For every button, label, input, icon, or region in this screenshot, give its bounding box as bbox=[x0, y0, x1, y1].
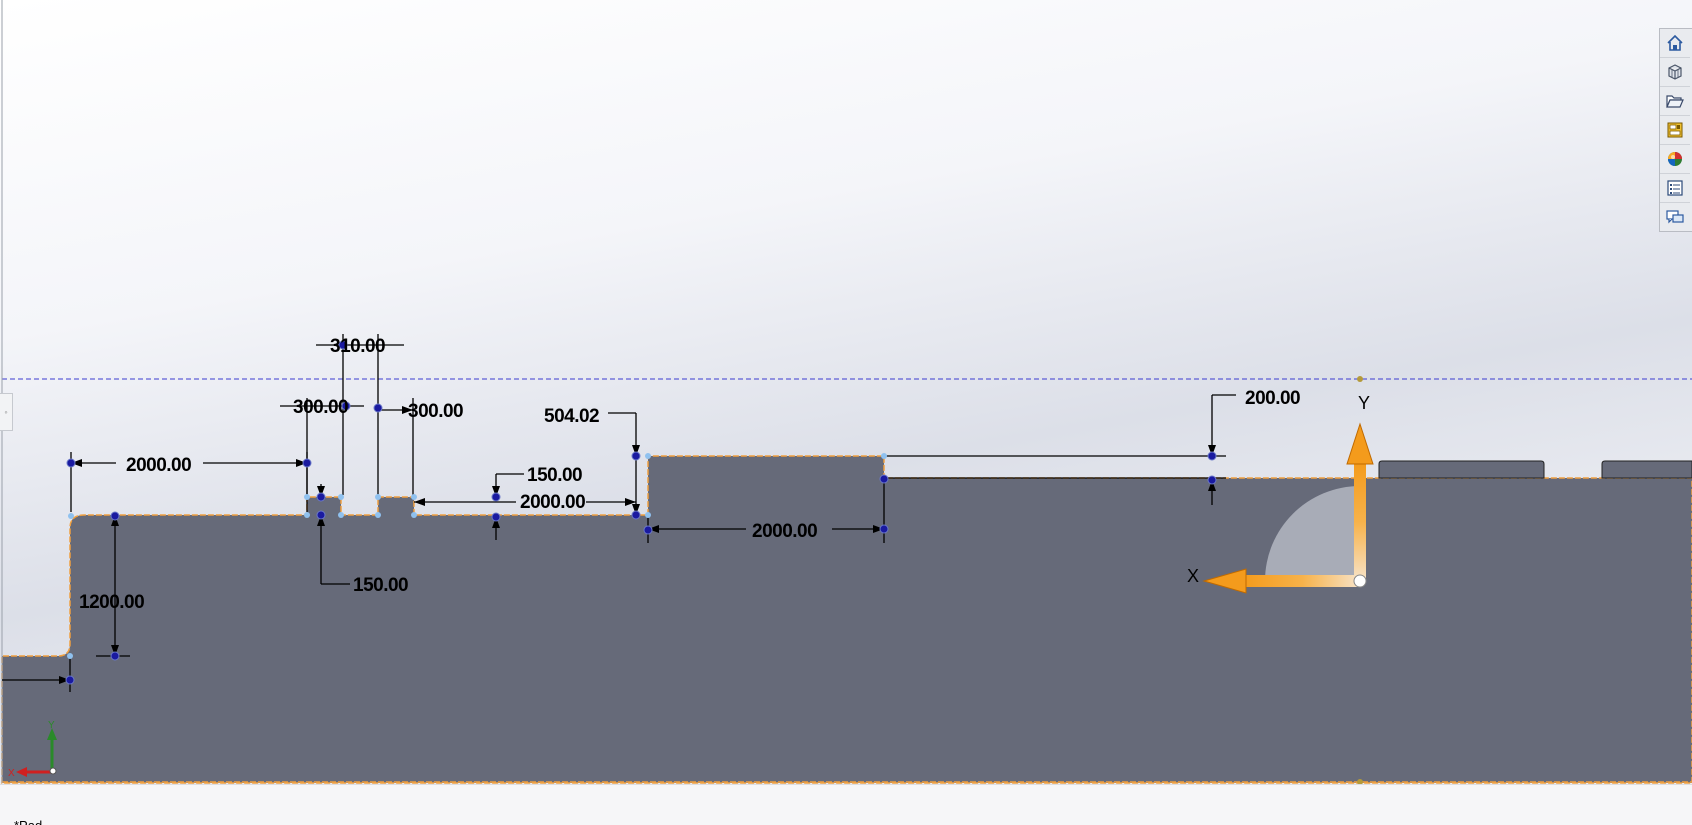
dim-310[interactable]: 310.00 bbox=[330, 336, 386, 357]
status-strip bbox=[0, 784, 1692, 825]
reference-triad: Y X bbox=[8, 720, 57, 779]
dim-1200[interactable]: 1200.00 bbox=[79, 592, 145, 613]
dim-150-a[interactable]: 150.00 bbox=[527, 465, 583, 486]
folder-open-icon[interactable] bbox=[1660, 87, 1690, 116]
dim-300-right[interactable]: 300.00 bbox=[408, 401, 464, 422]
custom-properties-icon[interactable] bbox=[1660, 174, 1690, 203]
dim-300-left[interactable]: 300.00 bbox=[293, 397, 349, 418]
origin-triad[interactable]: Y X bbox=[1187, 393, 1374, 594]
dim-200[interactable]: 200.00 bbox=[1245, 388, 1301, 409]
mini-triad-x-label: X bbox=[8, 768, 15, 779]
forum-chat-icon[interactable] bbox=[1660, 203, 1690, 231]
dim-2000-right[interactable]: 2000.00 bbox=[752, 521, 818, 542]
triad-y-label: Y bbox=[1358, 393, 1370, 413]
dim-504[interactable]: 504.02 bbox=[544, 406, 600, 427]
task-pane-tabs bbox=[1659, 28, 1692, 232]
dim-2000-top-left[interactable]: 2000.00 bbox=[126, 455, 192, 476]
document-name-label: *Pad... bbox=[14, 818, 53, 825]
appearance-ball-icon[interactable] bbox=[1660, 145, 1690, 174]
triad-x-label: X bbox=[1187, 566, 1199, 586]
mini-triad-y-label: Y bbox=[48, 720, 55, 731]
dimension-arrows bbox=[59, 406, 1216, 684]
3d-part-icon[interactable] bbox=[1660, 58, 1690, 87]
pad-1[interactable] bbox=[1378, 460, 1545, 479]
panel-collapse-handle[interactable]: ◦ bbox=[0, 393, 13, 431]
dim-150-b[interactable]: 150.00 bbox=[353, 575, 409, 596]
sketch-endpoints[interactable] bbox=[67, 453, 887, 659]
view-palette-icon[interactable] bbox=[1660, 116, 1690, 145]
dim-2000-mid[interactable]: 2000.00 bbox=[520, 492, 586, 513]
sketch-points[interactable] bbox=[65, 340, 1217, 685]
home-icon[interactable] bbox=[1660, 29, 1690, 58]
part-body[interactable] bbox=[1, 455, 1692, 784]
pad-2[interactable] bbox=[1601, 460, 1692, 479]
